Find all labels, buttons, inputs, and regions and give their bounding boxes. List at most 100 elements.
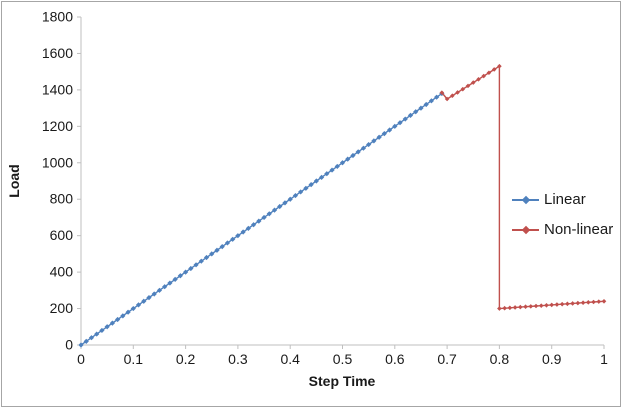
series-marker-0	[141, 298, 147, 304]
series-marker-1	[575, 300, 581, 306]
series-marker-0	[104, 324, 110, 330]
series-marker-1	[497, 63, 502, 69]
series-marker-0	[256, 218, 262, 224]
series-marker-1	[596, 299, 602, 304]
y-tick-label: 1800	[42, 9, 73, 25]
series-marker-0	[88, 335, 95, 341]
x-tick-label: 0.1	[124, 351, 144, 367]
series-marker-1	[523, 304, 528, 310]
x-tick-label: 0.8	[490, 351, 510, 367]
y-tick-label: 1000	[42, 154, 73, 170]
series-marker-0	[371, 138, 377, 144]
series-marker-0	[428, 98, 435, 104]
x-tick-label: 0.7	[437, 351, 457, 367]
x-axis-title: Step Time	[308, 373, 376, 389]
series-marker-1	[486, 70, 492, 76]
series-marker-1	[444, 96, 450, 102]
series-marker-1	[586, 300, 591, 305]
series-marker-0	[345, 156, 351, 162]
y-tick-label: 200	[50, 300, 74, 316]
series-marker-1	[502, 305, 507, 311]
series-marker-1	[507, 305, 513, 311]
series-marker-0	[298, 189, 304, 195]
series-marker-1	[591, 299, 596, 305]
series-marker-0	[339, 160, 346, 166]
y-tick-label: 400	[50, 264, 74, 280]
series-marker-0	[318, 174, 325, 180]
series-marker-0	[125, 309, 131, 315]
series-marker-0	[366, 141, 372, 148]
series-marker-0	[151, 291, 157, 297]
series-marker-0	[292, 192, 299, 199]
series-marker-1	[554, 302, 560, 307]
y-tick-label: 800	[50, 191, 74, 207]
series-marker-0	[434, 94, 440, 100]
series-marker-0	[397, 120, 403, 126]
series-marker-1	[580, 300, 586, 306]
series-marker-0	[146, 295, 152, 301]
series-marker-0	[198, 258, 204, 264]
series-marker-0	[402, 116, 408, 122]
series-marker-0	[277, 203, 283, 210]
series-marker-1	[528, 304, 534, 309]
x-tick-label: 0.9	[542, 351, 562, 367]
y-tick-label: 1400	[42, 81, 73, 97]
series-marker-0	[99, 327, 105, 334]
series-line-linear	[80, 92, 443, 346]
y-tick-label: 0	[65, 337, 73, 353]
y-tick-label: 1600	[42, 45, 73, 61]
series-marker-1	[538, 303, 544, 308]
legend-label-linear: Linear	[544, 191, 586, 208]
axes-lines	[80, 17, 604, 346]
y-axis-title: Load	[6, 164, 22, 198]
series-marker-0	[287, 196, 293, 202]
series-marker-0	[386, 127, 393, 133]
series-marker-1	[476, 77, 481, 82]
series-marker-0	[381, 131, 387, 137]
series-marker-1	[559, 301, 565, 307]
series-marker-0	[324, 171, 330, 177]
series-marker-0	[250, 222, 257, 228]
series-marker-1	[570, 301, 575, 306]
x-tick-label: 0.2	[176, 351, 196, 367]
series-marker-1	[491, 67, 497, 72]
series-marker-1	[455, 90, 460, 95]
series-marker-0	[329, 167, 335, 173]
series-marker-0	[407, 112, 414, 118]
x-tick-label: 1	[600, 351, 608, 367]
series-marker-0	[392, 123, 398, 129]
series-marker-1	[465, 83, 471, 89]
series-marker-1	[601, 298, 607, 304]
series-marker-1	[544, 302, 549, 308]
series-marker-0	[303, 185, 309, 191]
series-marker-0	[271, 207, 278, 213]
series-marker-0	[282, 200, 288, 206]
series-marker-1	[549, 302, 554, 308]
series-marker-1	[460, 86, 466, 92]
series-marker-0	[120, 313, 126, 319]
series-marker-1	[439, 90, 445, 95]
legend-item-nonlinear: Non-linear	[512, 219, 613, 240]
series-marker-0	[376, 134, 382, 140]
y-tick-label: 600	[50, 227, 74, 243]
series-marker-1	[512, 305, 518, 310]
series-marker-0	[214, 247, 220, 253]
series-marker-1	[565, 301, 570, 307]
series-marker-0	[418, 105, 424, 111]
series-marker-0	[334, 163, 340, 170]
series-marker-0	[177, 273, 183, 279]
y-tick-label: 1200	[42, 118, 73, 134]
series-marker-0	[245, 225, 251, 231]
series-marker-0	[115, 316, 121, 323]
series-marker-0	[240, 229, 246, 235]
series-marker-1	[533, 303, 539, 309]
series-marker-0	[308, 182, 314, 188]
series-marker-0	[94, 331, 100, 337]
series-marker-0	[235, 233, 241, 239]
series-marker-1	[470, 80, 476, 85]
x-tick-label: 0.6	[385, 351, 405, 367]
series-marker-0	[266, 211, 272, 217]
series-marker-0	[230, 236, 236, 242]
series-marker-0	[219, 244, 225, 250]
